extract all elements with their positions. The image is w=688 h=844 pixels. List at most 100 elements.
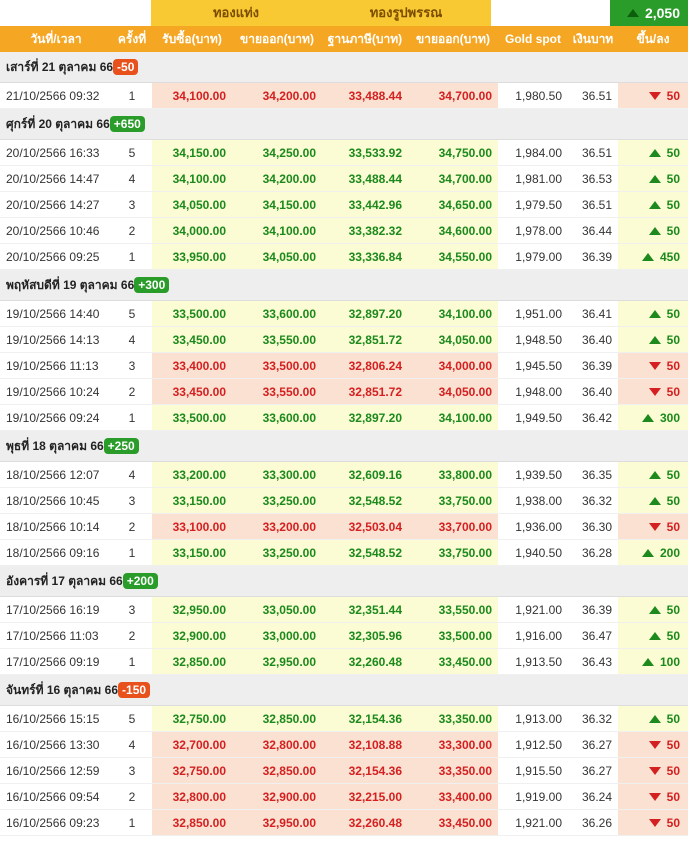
change-value: 50: [666, 467, 680, 482]
gold-spot-cell: 1,913.00: [498, 705, 568, 732]
ornament-gold-label: ทองรูปพรรณ: [369, 5, 443, 20]
bar-buy-cell: 33,400.00: [152, 352, 232, 379]
time-cell: 20/10/2566 10:46: [0, 217, 112, 244]
round-cell: 1: [112, 809, 152, 836]
bar-buy-cell: 33,200.00: [152, 461, 232, 488]
change-value: 100: [659, 654, 680, 669]
change-cell: 200: [618, 539, 688, 566]
round-cell: 2: [112, 378, 152, 405]
tax-base-cell: 33,488.44: [322, 82, 408, 109]
bar-sell-cell: 33,550.00: [232, 378, 322, 405]
thb-rate-cell: 36.39: [568, 243, 618, 270]
day-group-row: ศุกร์ที่ 20 ตุลาคม 66 +650: [0, 108, 688, 140]
tax-base-cell: 32,154.36: [322, 757, 408, 784]
gold-spot-cell: 1,916.00: [498, 622, 568, 649]
day-change-badge: +650: [109, 115, 145, 132]
bar-buy-cell: 33,100.00: [152, 513, 232, 540]
bar-buy-cell: 33,150.00: [152, 487, 232, 514]
change-value: 50: [666, 88, 680, 103]
time-cell: 18/10/2566 10:45: [0, 487, 112, 514]
tax-base-cell: 32,215.00: [322, 783, 408, 810]
tax-base-cell: 32,548.52: [322, 539, 408, 566]
tax-base-cell: 32,260.48: [322, 648, 408, 675]
change-cell: 50: [618, 622, 688, 649]
triangle-down-icon: [648, 792, 661, 801]
bar-sell-cell: 32,850.00: [232, 705, 322, 732]
gold-spot-cell: 1,921.00: [498, 809, 568, 836]
bar-sell-cell: 34,200.00: [232, 82, 322, 109]
thb-rate-cell: 36.32: [568, 487, 618, 514]
tax-base-cell: 33,442.96: [322, 191, 408, 218]
gold-spot-cell: 1,948.00: [498, 378, 568, 405]
thb-rate-cell: 36.32: [568, 705, 618, 732]
gold-spot-cell: 1,915.50: [498, 757, 568, 784]
round-cell: 4: [112, 461, 152, 488]
gold-spot-cell: 1,981.00: [498, 165, 568, 192]
gold-spot-cell: 1,951.00: [498, 300, 568, 327]
round-cell: 2: [112, 513, 152, 540]
change-value: 200: [659, 545, 680, 560]
change-cell: 50: [618, 731, 688, 758]
bar-sell-cell: 33,600.00: [232, 404, 322, 431]
day-change-badge: +200: [122, 572, 158, 589]
ornament-sell-cell: 34,050.00: [408, 326, 498, 353]
column-header: Gold spot: [498, 26, 568, 52]
change-value: 50: [666, 145, 680, 160]
bar-sell-cell: 32,900.00: [232, 783, 322, 810]
tax-base-cell: 33,336.84: [322, 243, 408, 270]
ornament-sell-cell: 33,400.00: [408, 783, 498, 810]
bar-buy-cell: 32,950.00: [152, 596, 232, 623]
time-cell: 16/10/2566 12:59: [0, 757, 112, 784]
gold-spot-cell: 1,979.00: [498, 243, 568, 270]
ornament-sell-cell: 34,750.00: [408, 139, 498, 166]
change-cell: 450: [618, 243, 688, 270]
time-cell: 16/10/2566 15:15: [0, 705, 112, 732]
ornament-sell-cell: 33,800.00: [408, 461, 498, 488]
thb-rate-cell: 36.51: [568, 139, 618, 166]
triangle-up-icon: [648, 148, 661, 157]
change-cell: 300: [618, 404, 688, 431]
total-change-value: 2,050: [644, 5, 680, 21]
change-cell: 50: [618, 82, 688, 109]
thb-rate-cell: 36.41: [568, 300, 618, 327]
time-cell: 19/10/2566 14:13: [0, 326, 112, 353]
price-table: วันที่/เวลา ครั้งที่ รับซื้อ(บาท) ขายออก(บา…: [0, 26, 688, 836]
table-row: 17/10/2566 16:19 3 32,950.00 33,050.00 32,35…: [0, 596, 688, 623]
bar-buy-cell: 32,800.00: [152, 783, 232, 810]
thb-rate-cell: 36.39: [568, 596, 618, 623]
day-label: พุธที่ 18 ตุลาคม 66: [6, 438, 104, 453]
change-value: 50: [666, 358, 680, 373]
time-cell: 18/10/2566 09:16: [0, 539, 112, 566]
ornament-sell-cell: 33,550.00: [408, 596, 498, 623]
bar-sell-cell: 32,950.00: [232, 809, 322, 836]
ornament-sell-cell: 34,550.00: [408, 243, 498, 270]
price-table-body: เสาร์ที่ 21 ตุลาคม 66 -50 21/10/2566 09:32…: [0, 52, 688, 836]
column-header: ขายออก(บาท): [232, 26, 322, 52]
tax-base-cell: 32,108.88: [322, 731, 408, 758]
time-cell: 20/10/2566 14:27: [0, 191, 112, 218]
ornament-sell-cell: 33,500.00: [408, 622, 498, 649]
ornament-sell-cell: 33,450.00: [408, 648, 498, 675]
bar-sell-cell: 34,050.00: [232, 243, 322, 270]
time-cell: 16/10/2566 13:30: [0, 731, 112, 758]
triangle-up-icon: [648, 226, 661, 235]
change-value: 50: [666, 815, 680, 830]
triangle-down-icon: [648, 387, 661, 396]
bar-sell-cell: 33,200.00: [232, 513, 322, 540]
time-cell: 20/10/2566 14:47: [0, 165, 112, 192]
time-cell: 17/10/2566 16:19: [0, 596, 112, 623]
tax-base-cell: 32,806.24: [322, 352, 408, 379]
thb-rate-cell: 36.35: [568, 461, 618, 488]
bar-sell-cell: 33,550.00: [232, 326, 322, 353]
time-cell: 21/10/2566 09:32: [0, 82, 112, 109]
ornament-sell-cell: 34,600.00: [408, 217, 498, 244]
table-row: 20/10/2566 16:33 5 34,150.00 34,250.00 33,53…: [0, 139, 688, 166]
round-cell: 3: [112, 191, 152, 218]
change-value: 50: [666, 711, 680, 726]
round-cell: 3: [112, 757, 152, 784]
change-value: 50: [666, 789, 680, 804]
change-value: 50: [666, 384, 680, 399]
round-cell: 4: [112, 165, 152, 192]
day-label: จันทร์ที่ 16 ตุลาคม 66: [6, 682, 119, 697]
